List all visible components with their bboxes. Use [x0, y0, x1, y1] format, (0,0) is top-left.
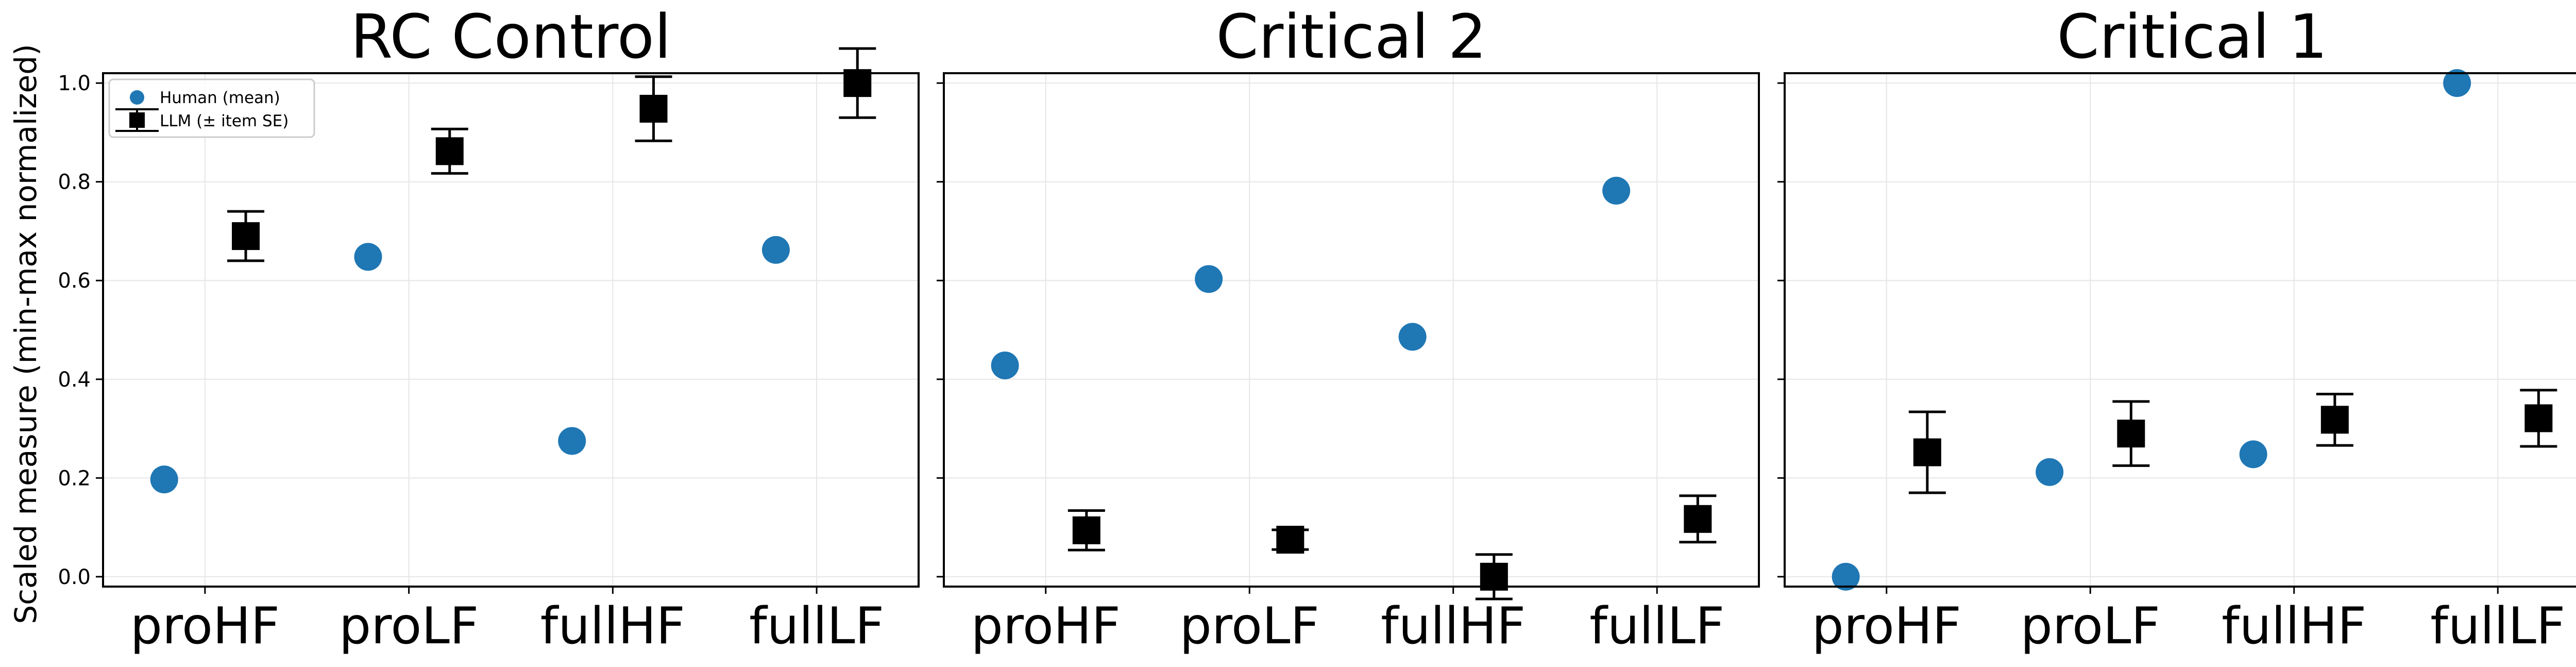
- axes-frame: [102, 72, 920, 588]
- panel-title: Critical 1: [2057, 1, 2327, 72]
- legend-human-marker: [130, 90, 144, 105]
- panel-title: Critical 2: [1216, 1, 1486, 72]
- human-point-fullLF: [1602, 176, 1631, 205]
- llm-point-fullHF: [2320, 406, 2349, 434]
- llm-point-proHF: [1072, 516, 1100, 544]
- x-tick-label-proLF: proLF: [2021, 597, 2160, 656]
- x-tick-label-fullLF: fullLF: [2430, 597, 2565, 656]
- x-tick-label-fullHF: fullHF: [2222, 597, 2366, 656]
- human-point-fullLF: [761, 236, 790, 264]
- x-tick-label-proHF: proHF: [130, 597, 280, 656]
- y-tick-label: 0.4: [58, 368, 91, 392]
- llm-point-fullLF: [2524, 404, 2553, 432]
- human-point-proLF: [2036, 458, 2064, 486]
- x-tick-label-fullLF: fullLF: [1589, 597, 1724, 656]
- human-point-proHF: [1832, 562, 1860, 591]
- human-point-fullHF: [1398, 323, 1427, 351]
- axes-frame: [1784, 72, 2576, 588]
- x-tick-label-fullLF: fullLF: [749, 597, 884, 656]
- llm-point-proLF: [435, 137, 464, 165]
- human-point-fullLF: [2443, 69, 2471, 97]
- legend-box: [108, 78, 315, 138]
- human-point-fullHF: [2239, 440, 2267, 469]
- x-tick-label-fullHF: fullHF: [540, 597, 685, 656]
- y-tick-label: 0.0: [58, 565, 91, 589]
- y-tick-label: 1.0: [58, 72, 91, 95]
- x-tick-label-fullHF: fullHF: [1381, 597, 1526, 656]
- llm-point-fullLF: [1684, 505, 1712, 533]
- llm-point-proLF: [2117, 420, 2145, 448]
- x-tick-label-proLF: proLF: [339, 597, 479, 656]
- legend-human-label: Human (mean): [160, 89, 280, 107]
- human-point-proLF: [354, 243, 382, 271]
- human-point-proLF: [1195, 265, 1223, 293]
- human-point-proHF: [150, 465, 178, 494]
- llm-point-proHF: [232, 222, 260, 251]
- panel-3: Critical 1 proHF proLF fullHF fullLF: [1777, 1, 2576, 656]
- y-axis-label: Scaled measure (min-max normalized): [8, 44, 43, 624]
- legend-llm-marker: [129, 112, 145, 128]
- panel-1: RC Control 0.0 0.2 0.4 0.6 0.8 1.0 proHF proLF fu…: [58, 1, 920, 656]
- y-tick-label: 0.2: [58, 466, 91, 490]
- llm-point-proLF: [1276, 526, 1304, 554]
- panels: RC Control 0.0 0.2 0.4 0.6 0.8 1.0 proHF proLF fu…: [58, 1, 2576, 656]
- panel-2: Critical 2 proHF proLF fullHF fullLF: [937, 1, 1760, 656]
- y-tick-label: 0.6: [58, 269, 91, 293]
- x-tick-label-proHF: proHF: [971, 597, 1121, 656]
- legend: Human (mean) LLM (± item SE): [108, 78, 315, 138]
- llm-point-proHF: [1913, 438, 1941, 466]
- x-tick-label-proHF: proHF: [1812, 597, 1961, 656]
- y-tick-label: 0.8: [58, 171, 91, 194]
- human-point-proHF: [991, 351, 1019, 379]
- panel-title: RC Control: [350, 1, 671, 72]
- human-point-fullHF: [558, 427, 586, 455]
- llm-point-fullHF: [639, 94, 668, 123]
- axes-frame: [943, 72, 1760, 588]
- x-tick-label-proLF: proLF: [1180, 597, 1319, 656]
- legend-llm-label: LLM (± item SE): [160, 112, 289, 130]
